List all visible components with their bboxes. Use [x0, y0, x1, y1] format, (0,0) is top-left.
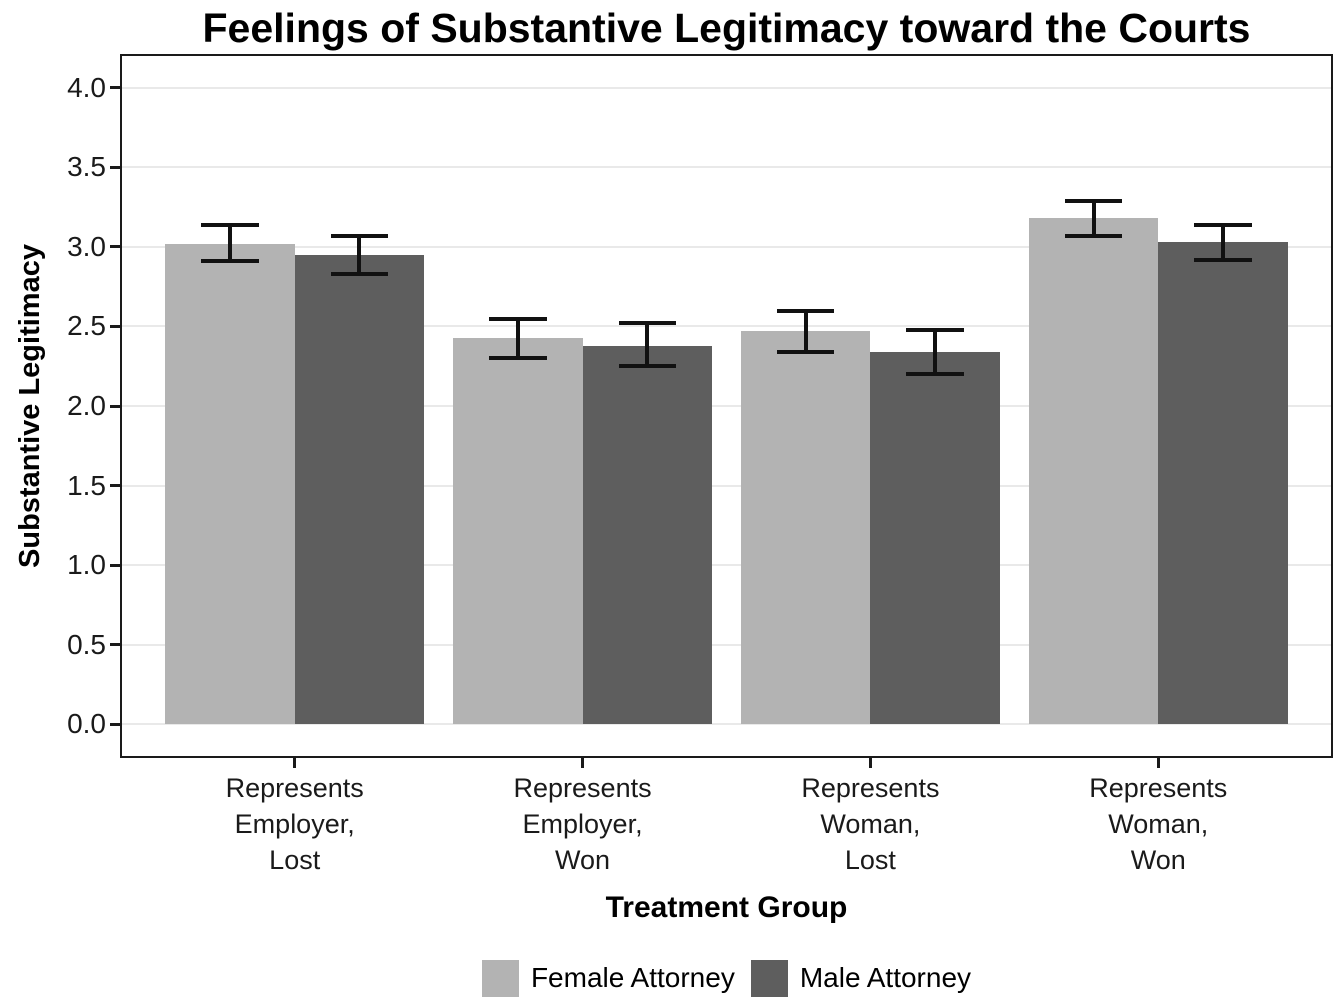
y-tick-mark-1.0	[110, 563, 120, 567]
gridline-y-3.5	[122, 166, 1331, 169]
legend-label-male-attorney: Male Attorney	[799, 962, 972, 993]
y-tick-label-1.0: 1.0	[67, 549, 106, 581]
bar-female-attorney-2	[740, 331, 871, 725]
legend-item-male-attorney: Male Attorney	[750, 959, 972, 997]
gridline-y-0.0	[122, 723, 1331, 726]
x-tick-mark-1	[581, 758, 585, 768]
bar-male-attorney-1	[582, 345, 713, 725]
errorbar-line-male-attorney-1	[645, 323, 650, 367]
legend: Female Attorney Male Attorney	[120, 956, 1333, 1000]
y-tick-mark-2.0	[110, 404, 120, 408]
errorbar-line-female-attorney-0	[227, 224, 232, 262]
errorbar-cap-bottom-female-attorney-3	[1064, 233, 1123, 238]
x-tick-label-0: Represents Employer, Lost	[225, 773, 364, 875]
y-tick-label-3.5: 3.5	[67, 151, 106, 183]
bar-female-attorney-3	[1028, 218, 1159, 725]
y-tick-label-3.0: 3.0	[67, 230, 106, 262]
gridline-y-1.0	[122, 564, 1331, 567]
y-tick-mark-0.5	[110, 643, 120, 647]
errorbar-cap-top-female-attorney-2	[776, 308, 835, 313]
errorbar-cap-bottom-male-attorney-3	[1194, 257, 1252, 262]
errorbar-line-male-attorney-2	[933, 329, 938, 375]
x-tick-mark-0	[293, 758, 297, 768]
errorbar-cap-top-male-attorney-0	[330, 233, 389, 238]
errorbar-cap-top-female-attorney-3	[1064, 198, 1123, 203]
y-tick-label-2.5: 2.5	[67, 310, 106, 342]
bar-female-attorney-0	[165, 243, 295, 725]
errorbar-cap-bottom-female-attorney-1	[489, 356, 547, 361]
gridline-y-1.5	[122, 484, 1331, 487]
y-tick-label-0.5: 0.5	[67, 628, 106, 660]
gridline-y-0.5	[122, 643, 1331, 646]
plot-panel	[120, 54, 1333, 758]
x-tick-label-1: Represents Employer, Won	[513, 773, 652, 875]
gridline-y-2.0	[122, 405, 1331, 407]
x-tick-mark-2	[868, 758, 872, 768]
errorbar-cap-top-male-attorney-3	[1194, 222, 1252, 227]
y-tick-mark-4.0	[110, 86, 120, 90]
errorbar-line-female-attorney-2	[803, 310, 808, 352]
errorbar-line-female-attorney-3	[1091, 200, 1096, 236]
legend-swatch-male-attorney	[750, 959, 788, 997]
y-tick-mark-3.5	[110, 165, 120, 169]
gridline-y-2.5	[122, 325, 1331, 328]
y-tick-label-4.0: 4.0	[67, 71, 106, 103]
gridline-y-4.0	[122, 86, 1331, 89]
legend-label-female-attorney: Female Attorney	[530, 962, 735, 993]
y-tick-mark-1.5	[110, 484, 120, 488]
errorbar-cap-top-female-attorney-0	[201, 222, 259, 227]
errorbar-cap-bottom-female-attorney-0	[201, 259, 259, 264]
errorbar-cap-top-female-attorney-1	[489, 316, 547, 321]
y-tick-label-0.0: 0.0	[67, 708, 106, 740]
errorbar-cap-bottom-male-attorney-2	[906, 372, 964, 377]
legend-swatch-female-attorney	[481, 959, 519, 997]
y-tick-label-2.0: 2.0	[67, 390, 106, 421]
legend-item-female-attorney: Female Attorney	[481, 959, 735, 997]
x-tick-label-2: Represents Woman, Lost	[801, 773, 940, 875]
errorbar-line-male-attorney-0	[357, 235, 362, 274]
y-tick-mark-0.0	[110, 722, 120, 726]
errorbar-cap-bottom-male-attorney-1	[618, 364, 677, 369]
errorbar-cap-top-male-attorney-2	[906, 327, 964, 332]
bar-male-attorney-3	[1158, 242, 1288, 725]
errorbar-cap-top-male-attorney-1	[618, 321, 677, 326]
chart-title: Feelings of Substantive Legitimacy towar…	[202, 5, 1251, 51]
bar-male-attorney-0	[294, 254, 425, 725]
errorbar-cap-bottom-male-attorney-0	[330, 271, 389, 276]
errorbar-cap-bottom-female-attorney-2	[776, 349, 835, 354]
x-tick-label-3: Represents Woman, Won	[1089, 773, 1228, 875]
y-tick-mark-3.0	[110, 245, 120, 249]
gridline-y-3.0	[122, 245, 1331, 248]
bar-female-attorney-1	[453, 337, 583, 725]
x-axis-title: Treatment Group	[605, 891, 848, 924]
x-tick-mark-3	[1156, 758, 1160, 768]
y-tick-mark-2.5	[110, 324, 120, 328]
errorbar-line-male-attorney-3	[1221, 224, 1226, 260]
errorbar-line-female-attorney-1	[515, 318, 520, 359]
y-tick-label-1.5: 1.5	[67, 469, 106, 501]
bar-male-attorney-2	[870, 351, 1000, 725]
